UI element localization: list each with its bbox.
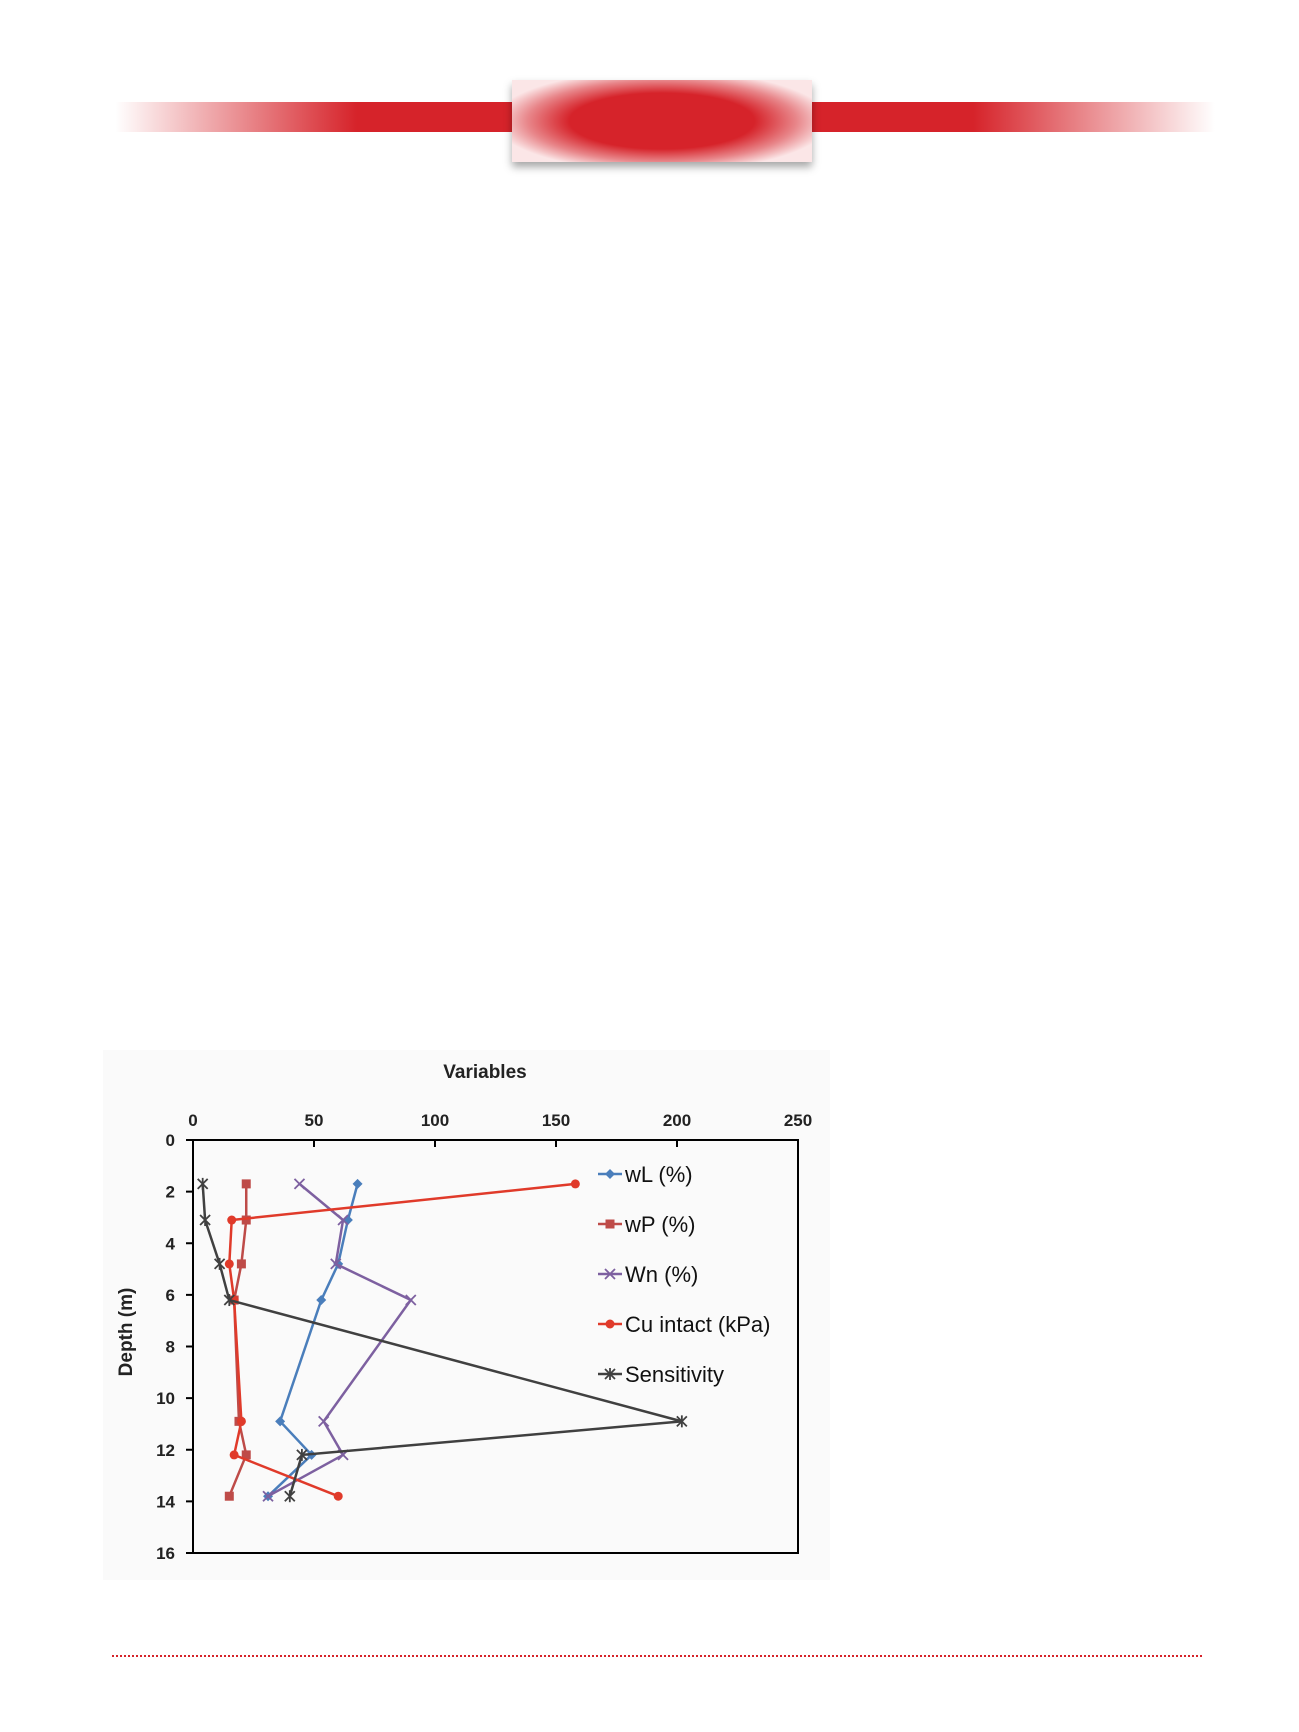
- footer-dotted-rule: [112, 1655, 1202, 1657]
- data-point-star: [223, 1294, 235, 1307]
- data-point-diamond: [275, 1416, 286, 1427]
- legend-label: Cu intact (kPa): [625, 1312, 771, 1337]
- series-line-wl: [267, 1183, 359, 1498]
- y-tick-label: 14: [156, 1492, 175, 1511]
- legend-label: Wn (%): [625, 1262, 698, 1287]
- legend-label: wP (%): [624, 1212, 696, 1237]
- data-point-circle: [333, 1491, 343, 1501]
- legend-label: wL (%): [624, 1162, 693, 1187]
- legend-item: Cu intact (kPa): [598, 1312, 771, 1337]
- data-point-diamond: [352, 1178, 363, 1189]
- data-point-square: [236, 1259, 246, 1269]
- data-point-circle: [224, 1259, 234, 1269]
- data-point-x: [293, 1178, 306, 1190]
- legend-item: wP (%): [598, 1212, 696, 1237]
- y-tick-label: 6: [166, 1286, 175, 1305]
- y-tick-label: 0: [166, 1131, 175, 1150]
- legend-label: Sensitivity: [625, 1362, 724, 1387]
- data-point-x: [262, 1490, 274, 1502]
- data-point-circle: [236, 1416, 246, 1426]
- legend-item: wL (%): [598, 1162, 693, 1187]
- data-point-circle: [229, 1450, 239, 1460]
- data-point-star: [604, 1368, 616, 1380]
- data-point-star: [284, 1490, 296, 1503]
- data-point-square: [241, 1450, 251, 1460]
- data-point-x: [330, 1258, 342, 1270]
- data-point-circle: [605, 1319, 615, 1329]
- y-tick-label: 4: [166, 1234, 176, 1253]
- legend-item: Wn (%): [598, 1262, 698, 1287]
- x-tick-label: 0: [188, 1111, 197, 1130]
- x-ticks: 0 50 100 150 200 250: [188, 1111, 812, 1147]
- header-red-tab: [512, 80, 812, 162]
- y-tick-label: 16: [156, 1544, 175, 1563]
- y-tick-label: 10: [156, 1389, 175, 1408]
- data-point-x: [604, 1268, 616, 1280]
- data-point-x: [337, 1214, 349, 1226]
- series-cu-intact-kpa: [224, 1179, 580, 1501]
- series-line-wn: [267, 1182, 413, 1498]
- series-line-sensitivity: [201, 1183, 683, 1497]
- data-point-x-stroke: [604, 1268, 616, 1280]
- series-line-cu-intact-kpa: [228, 1182, 576, 1498]
- data-point-x-stroke: [318, 1415, 330, 1427]
- data-point-diamond: [316, 1295, 327, 1306]
- data-point-square: [224, 1491, 234, 1501]
- data-point-star: [213, 1257, 226, 1270]
- data-point-x-stroke: [330, 1258, 342, 1270]
- data-point-diamond: [342, 1215, 353, 1226]
- data-point-star: [676, 1415, 688, 1428]
- y-axis-label: Depth (m): [116, 1288, 137, 1377]
- series-layer: [197, 1177, 688, 1503]
- data-point-x-stroke: [262, 1490, 274, 1502]
- x-tick-label: 200: [663, 1111, 691, 1130]
- legend-item: Sensitivity: [598, 1362, 724, 1387]
- y-tick-label: 12: [156, 1441, 175, 1460]
- x-axis-label: Variables: [443, 1062, 526, 1083]
- x-tick-label: 100: [421, 1111, 449, 1130]
- data-point-square: [241, 1179, 251, 1189]
- series-sensitivity: [197, 1177, 688, 1503]
- depth-profile-chart: Variables Depth (m) 0 50 100 150 200 250 0 2 4 6…: [103, 1050, 830, 1580]
- data-point-star: [296, 1448, 308, 1461]
- x-tick-label: 150: [542, 1111, 570, 1130]
- series-wn: [262, 1178, 417, 1502]
- data-point-star: [197, 1177, 209, 1190]
- data-point-diamond: [605, 1169, 615, 1179]
- y-tick-label: 8: [166, 1338, 175, 1357]
- data-point-x-stroke: [337, 1214, 349, 1226]
- plot-area: [192, 1139, 799, 1554]
- y-ticks: 0 2 4 6 8 10 12 14 16: [156, 1131, 193, 1563]
- chart-svg: Variables Depth (m) 0 50 100 150 200 250 0 2 4 6…: [116, 1062, 812, 1563]
- data-point-x-stroke: [405, 1294, 417, 1306]
- x-tick-label: 250: [784, 1111, 812, 1130]
- data-point-circle: [227, 1215, 237, 1225]
- data-point-star: [199, 1214, 211, 1227]
- data-point-x: [405, 1294, 417, 1306]
- data-point-square: [241, 1215, 251, 1225]
- data-point-x-stroke: [293, 1178, 306, 1190]
- data-point-square: [605, 1219, 615, 1229]
- data-point-x: [318, 1415, 330, 1427]
- legend: wL (%) wP (%) Wn (%) Cu intact (kPa) Sensiti…: [598, 1162, 771, 1387]
- data-point-circle: [570, 1179, 580, 1189]
- y-tick-label: 2: [166, 1183, 175, 1202]
- x-tick-label: 50: [305, 1111, 324, 1130]
